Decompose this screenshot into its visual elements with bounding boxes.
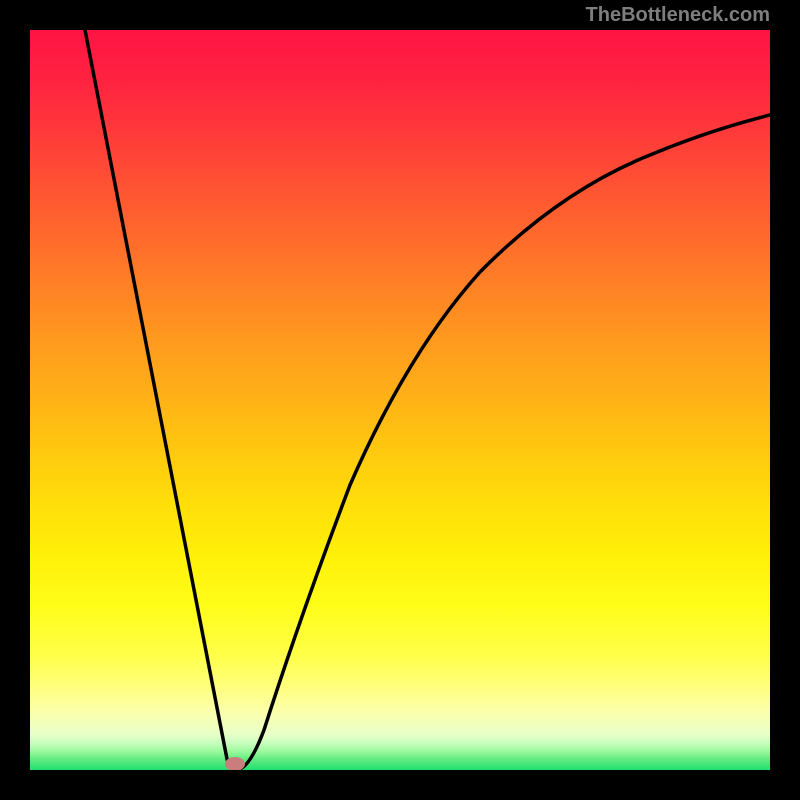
gradient-background	[30, 30, 770, 770]
chart-plot	[30, 30, 770, 770]
chart-frame: TheBottleneck.com	[0, 0, 800, 800]
watermark-text: TheBottleneck.com	[586, 4, 770, 27]
